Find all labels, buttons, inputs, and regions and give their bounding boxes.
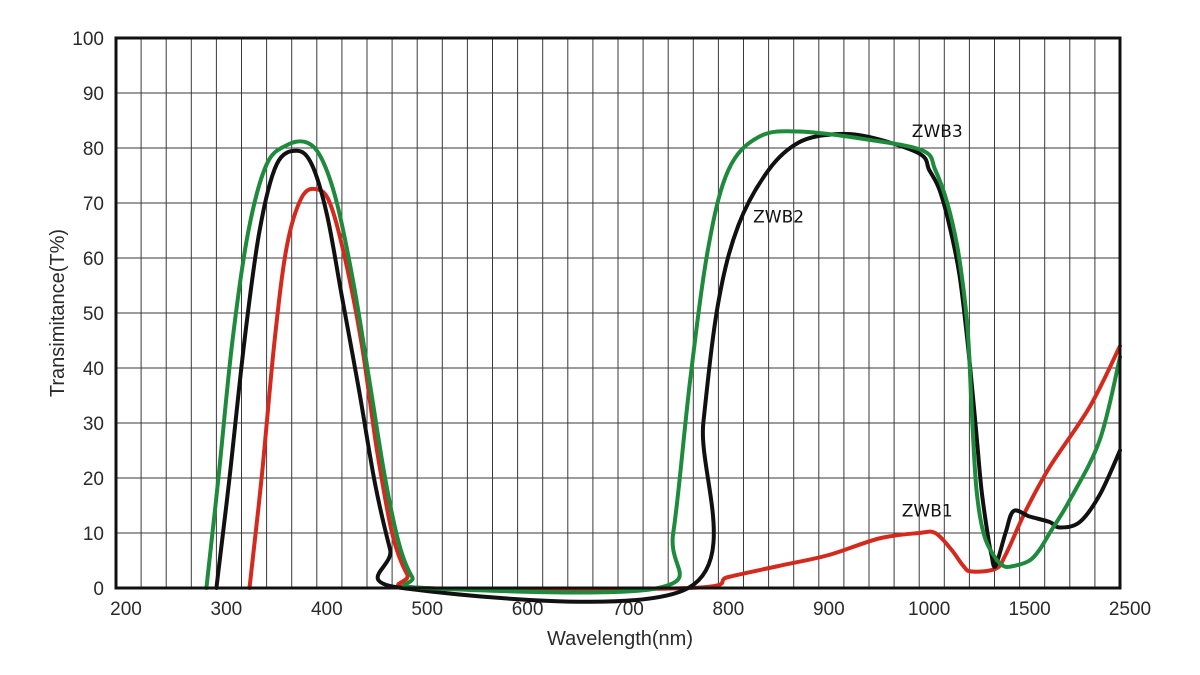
series-label-zwb2: ZWB2 [753,207,804,227]
y-tick-label: 70 [83,194,104,215]
y-tick-label: 40 [83,359,104,380]
series-line-zwb1 [247,186,1122,592]
series-label-zwb3: ZWB3 [912,122,963,142]
x-tick-label: 900 [813,599,845,620]
x-tick-label: 400 [311,599,343,620]
y-tick-label: 60 [83,249,104,270]
series-label-zwb1: ZWB1 [902,502,953,522]
y-tick-label: 80 [83,139,104,160]
series-lines [204,129,1122,604]
x-tick-labels: 200 300 400 500 600 700 800 900 1000 1500 2500 [110,599,1151,620]
y-tick-label: 100 [72,29,104,50]
y-tick-label: 50 [83,304,104,325]
x-tick-label: 500 [411,599,443,620]
x-tick-label: 2500 [1109,599,1151,620]
x-tick-label: 300 [211,599,243,620]
y-tick-label: 30 [83,414,104,435]
y-tick-label: 90 [83,84,104,105]
series-line-zwb2 [214,131,1122,604]
x-axis-title: Wavelength(nm) [547,628,693,650]
x-tick-label: 1000 [908,599,950,620]
grid [116,38,1120,588]
x-tick-label: 1500 [1008,599,1050,620]
y-tick-labels: 0 10 20 30 40 50 60 70 80 90 100 [72,29,104,600]
series-line-zwb3 [204,129,1122,595]
x-tick-label: 200 [110,599,142,620]
series-annotations: ZWB1 ZWB2 ZWB3 [753,122,963,522]
x-tick-label: 600 [512,599,544,620]
x-tick-label: 800 [713,599,745,620]
x-tick-label: 700 [612,599,644,620]
plot-frame [114,36,1122,590]
y-tick-label: 0 [93,579,104,600]
y-tick-label: 20 [83,469,104,490]
y-tick-label: 10 [83,524,104,545]
y-axis-title: Transimitance(T%) [47,229,69,397]
